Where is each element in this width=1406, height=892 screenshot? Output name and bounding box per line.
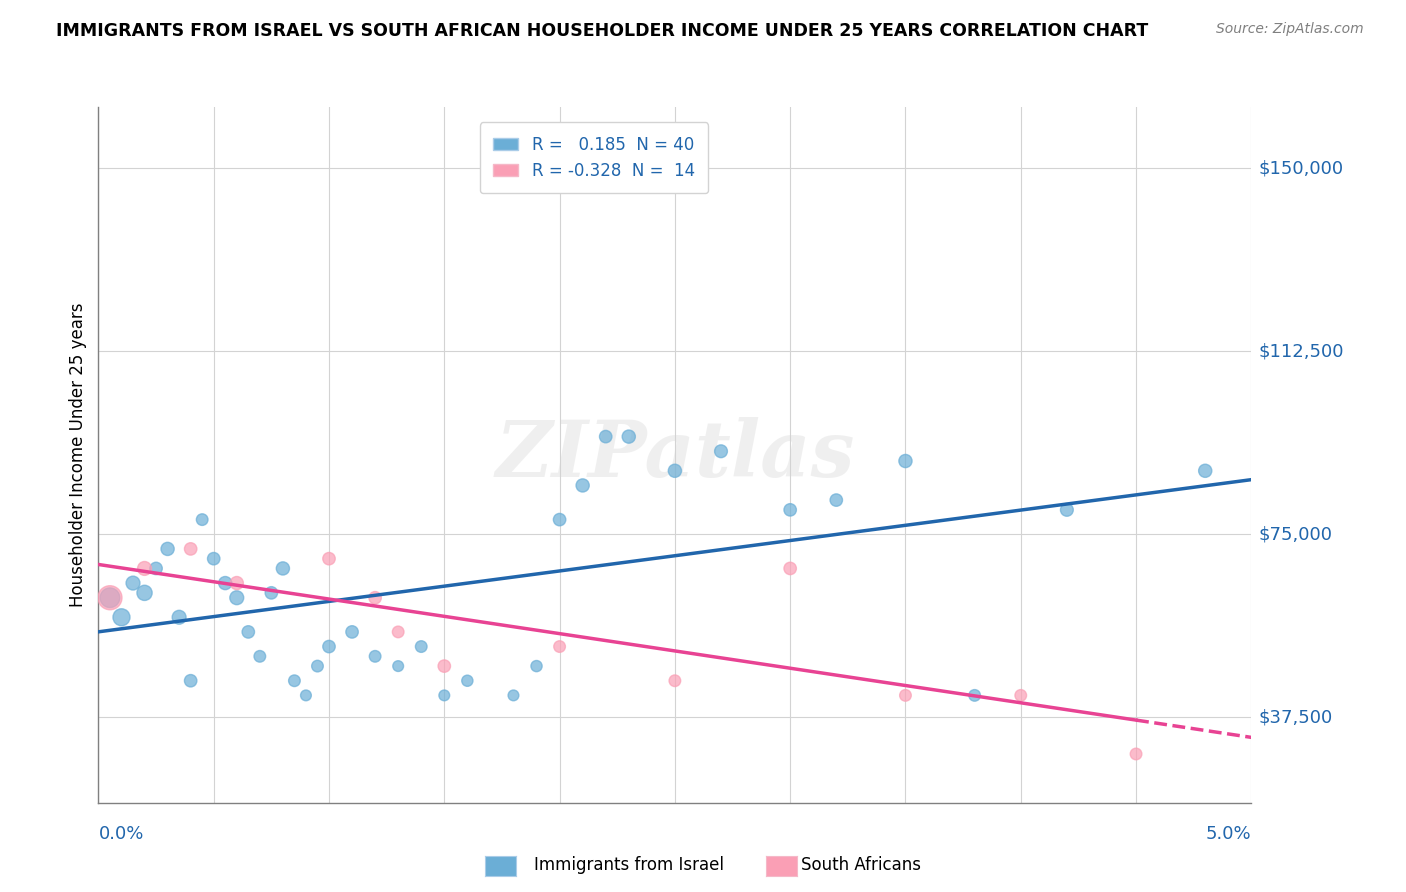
Point xyxy=(283,673,305,688)
Point xyxy=(1010,689,1032,703)
Text: $150,000: $150,000 xyxy=(1258,159,1344,178)
Point xyxy=(548,513,571,527)
Point xyxy=(411,640,433,654)
Point xyxy=(387,659,409,673)
Point xyxy=(191,513,214,527)
Point xyxy=(145,561,167,575)
Point xyxy=(1056,503,1078,517)
Point xyxy=(963,689,986,703)
Text: Immigrants from Israel: Immigrants from Israel xyxy=(534,856,724,874)
Point xyxy=(664,673,686,688)
Text: 0.0%: 0.0% xyxy=(98,825,143,843)
Point xyxy=(271,561,294,575)
Text: $75,000: $75,000 xyxy=(1258,525,1333,543)
Point xyxy=(340,624,363,639)
Point xyxy=(894,689,917,703)
Point xyxy=(122,576,145,591)
Point xyxy=(1125,747,1147,761)
Point xyxy=(456,673,478,688)
Point xyxy=(825,493,848,508)
Point xyxy=(180,673,202,688)
Text: $37,500: $37,500 xyxy=(1258,708,1333,726)
Text: South Africans: South Africans xyxy=(801,856,921,874)
Point xyxy=(98,591,121,605)
Point xyxy=(617,429,640,443)
Text: 5.0%: 5.0% xyxy=(1206,825,1251,843)
Point xyxy=(387,624,409,639)
Point xyxy=(548,640,571,654)
Point xyxy=(156,541,179,556)
Point xyxy=(167,610,190,624)
Point xyxy=(180,541,202,556)
Point xyxy=(433,689,456,703)
Point xyxy=(364,591,387,605)
Point xyxy=(202,551,225,566)
Point xyxy=(225,576,247,591)
Text: IMMIGRANTS FROM ISRAEL VS SOUTH AFRICAN HOUSEHOLDER INCOME UNDER 25 YEARS CORREL: IMMIGRANTS FROM ISRAEL VS SOUTH AFRICAN … xyxy=(56,22,1149,40)
Point xyxy=(295,689,318,703)
Legend: R =   0.185  N = 40, R = -0.328  N =  14: R = 0.185 N = 40, R = -0.328 N = 14 xyxy=(479,122,709,194)
Point xyxy=(433,659,456,673)
Point xyxy=(779,561,801,575)
Point xyxy=(249,649,271,664)
Point xyxy=(98,591,121,605)
Point xyxy=(134,586,156,600)
Text: ZIPatlas: ZIPatlas xyxy=(495,417,855,493)
Point xyxy=(318,640,340,654)
Point xyxy=(238,624,260,639)
Point xyxy=(318,551,340,566)
Point xyxy=(225,591,247,605)
Point xyxy=(134,561,156,575)
Point xyxy=(214,576,236,591)
Text: $112,500: $112,500 xyxy=(1258,343,1344,360)
Point xyxy=(894,454,917,468)
Point xyxy=(502,689,524,703)
Point xyxy=(307,659,329,673)
Point xyxy=(710,444,733,458)
Point xyxy=(364,649,387,664)
Point xyxy=(595,429,617,443)
Point xyxy=(1194,464,1216,478)
Point xyxy=(110,610,132,624)
Y-axis label: Householder Income Under 25 years: Householder Income Under 25 years xyxy=(69,302,87,607)
Point xyxy=(779,503,801,517)
Point xyxy=(571,478,593,492)
Point xyxy=(664,464,686,478)
Point xyxy=(526,659,548,673)
Text: Source: ZipAtlas.com: Source: ZipAtlas.com xyxy=(1216,22,1364,37)
Point xyxy=(260,586,283,600)
